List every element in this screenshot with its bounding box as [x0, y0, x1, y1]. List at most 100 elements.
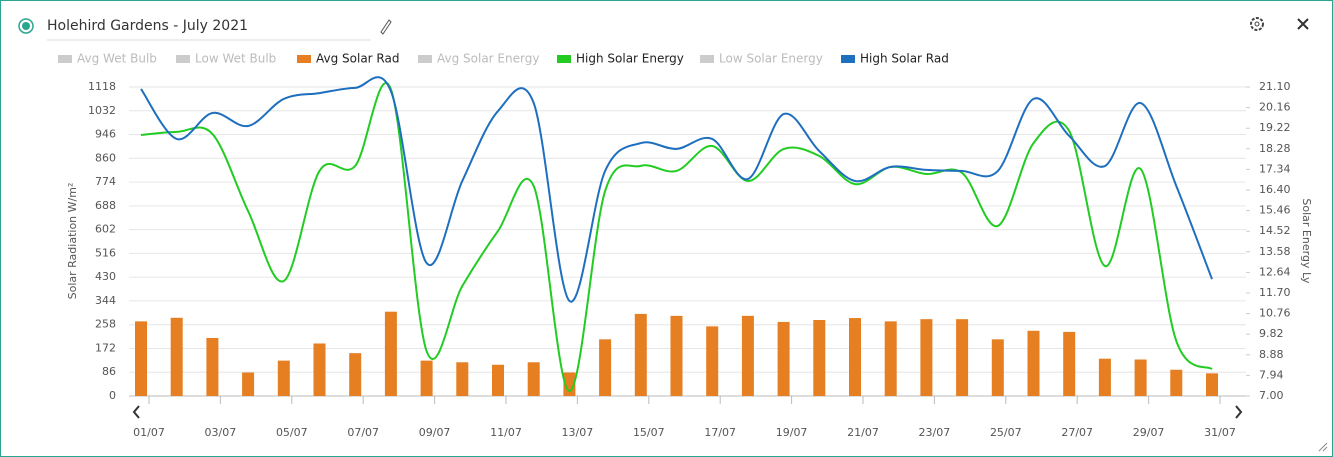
x-tick-label: 17/07: [704, 426, 736, 439]
y-tick-label: 86: [102, 365, 116, 378]
bar: [1206, 373, 1218, 396]
y2-tick-label: 21.10: [1259, 80, 1291, 93]
radio-icon[interactable]: [18, 18, 34, 34]
y-tick-label: 602: [95, 223, 116, 236]
legend-swatch[interactable]: [557, 55, 571, 63]
y2-tick-label: 13.58: [1259, 245, 1291, 258]
bar: [1134, 359, 1147, 396]
x-tick-label: 15/07: [633, 426, 665, 439]
y2-tick-label: 17.34: [1259, 162, 1291, 175]
bar: [313, 343, 326, 396]
bar: [670, 315, 683, 396]
bar: [884, 321, 897, 396]
bar: [920, 319, 933, 396]
bar: [527, 362, 540, 396]
settings-icon-center: [1254, 21, 1260, 27]
y2-tick-label: 12.64: [1259, 265, 1291, 278]
y-tick-label: 344: [95, 294, 116, 307]
x-tick-label: 27/07: [1061, 426, 1093, 439]
legend-label[interactable]: Avg Wet Bulb: [77, 52, 157, 66]
y-axis-label: Solar Radiation W/m²: [66, 183, 79, 300]
x-tick-label: 23/07: [919, 426, 951, 439]
bar: [206, 337, 219, 396]
y-tick-label: 258: [95, 318, 116, 331]
bar: [135, 321, 147, 396]
y-tick-label: 946: [95, 128, 116, 141]
radio-dot: [22, 22, 30, 30]
line: [140, 82, 1213, 392]
close-icon[interactable]: [1297, 18, 1309, 30]
bar: [813, 319, 826, 396]
y2-tick-label: 19.22: [1259, 121, 1291, 134]
edit-icon[interactable]: [380, 19, 392, 35]
x-tick-label: 11/07: [490, 426, 522, 439]
x-tick-label: 19/07: [776, 426, 808, 439]
x-tick-label: 01/07: [133, 426, 165, 439]
bar: [1063, 331, 1076, 396]
chart-title: Holehird Gardens - July 2021: [47, 18, 248, 34]
bar: [349, 353, 362, 396]
bar: [849, 318, 861, 396]
legend-swatch[interactable]: [58, 55, 72, 63]
bar: [384, 311, 397, 396]
y2-axis-label: Solar Energy Ly: [1300, 198, 1313, 284]
legend-label[interactable]: Low Solar Energy: [719, 52, 823, 66]
y-tick-label: 1032: [88, 104, 116, 117]
x-tick-label: 13/07: [562, 426, 594, 439]
y-tick-label: 688: [95, 199, 116, 212]
next-arrow[interactable]: [1235, 405, 1243, 419]
resize-handle[interactable]: [1318, 442, 1328, 452]
x-tick-label: 21/07: [847, 426, 879, 439]
bar: [492, 364, 504, 396]
legend-label[interactable]: High Solar Energy: [576, 52, 684, 66]
y2-tick-label: 14.52: [1259, 224, 1291, 237]
bar: [170, 317, 183, 396]
bar: [1170, 369, 1183, 396]
y2-tick-label: 7.00: [1259, 389, 1284, 402]
y-tick-label: 0: [109, 389, 116, 402]
x-tick-label: 29/07: [1133, 426, 1165, 439]
x-tick-label: 09/07: [419, 426, 451, 439]
bar: [741, 315, 754, 396]
x-tick-label: 07/07: [347, 426, 379, 439]
y2-tick-label: 18.28: [1259, 142, 1291, 155]
x-tick-label: 05/07: [276, 426, 308, 439]
bar: [456, 362, 469, 396]
y-tick-label: 860: [95, 151, 116, 164]
legend-label[interactable]: High Solar Rad: [860, 52, 949, 66]
bar: [563, 372, 576, 396]
y2-tick-label: 10.76: [1259, 307, 1291, 320]
y-tick-label: 516: [95, 246, 116, 259]
y2-tick-label: 16.40: [1259, 183, 1291, 196]
bar: [1098, 358, 1111, 396]
legend-label[interactable]: Avg Solar Rad: [316, 52, 399, 66]
bar: [242, 372, 255, 396]
legend-swatch[interactable]: [176, 55, 190, 63]
y2-tick-label: 7.94: [1259, 368, 1284, 381]
legend-swatch[interactable]: [841, 55, 855, 63]
bar: [634, 313, 647, 396]
y2-tick-label: 20.16: [1259, 101, 1291, 114]
legend-swatch[interactable]: [297, 55, 311, 63]
bar: [1027, 330, 1040, 396]
legend-swatch[interactable]: [700, 55, 714, 63]
settings-icon[interactable]: [1250, 17, 1264, 31]
bar: [777, 321, 790, 396]
x-tick-label: 03/07: [205, 426, 237, 439]
bar: [706, 326, 719, 396]
line: [140, 76, 1213, 303]
bar: [277, 360, 290, 396]
legend-label[interactable]: Low Wet Bulb: [195, 52, 276, 66]
legend-swatch[interactable]: [418, 55, 432, 63]
legend-label[interactable]: Avg Solar Energy: [437, 52, 539, 66]
y-tick-label: 172: [95, 341, 116, 354]
prev-arrow[interactable]: [132, 405, 140, 419]
y2-tick-label: 15.46: [1259, 204, 1291, 217]
y-tick-label: 774: [95, 175, 116, 188]
bar: [420, 360, 433, 396]
bar: [599, 339, 612, 396]
y2-tick-label: 11.70: [1259, 286, 1291, 299]
y-tick-label: 1118: [88, 80, 116, 93]
